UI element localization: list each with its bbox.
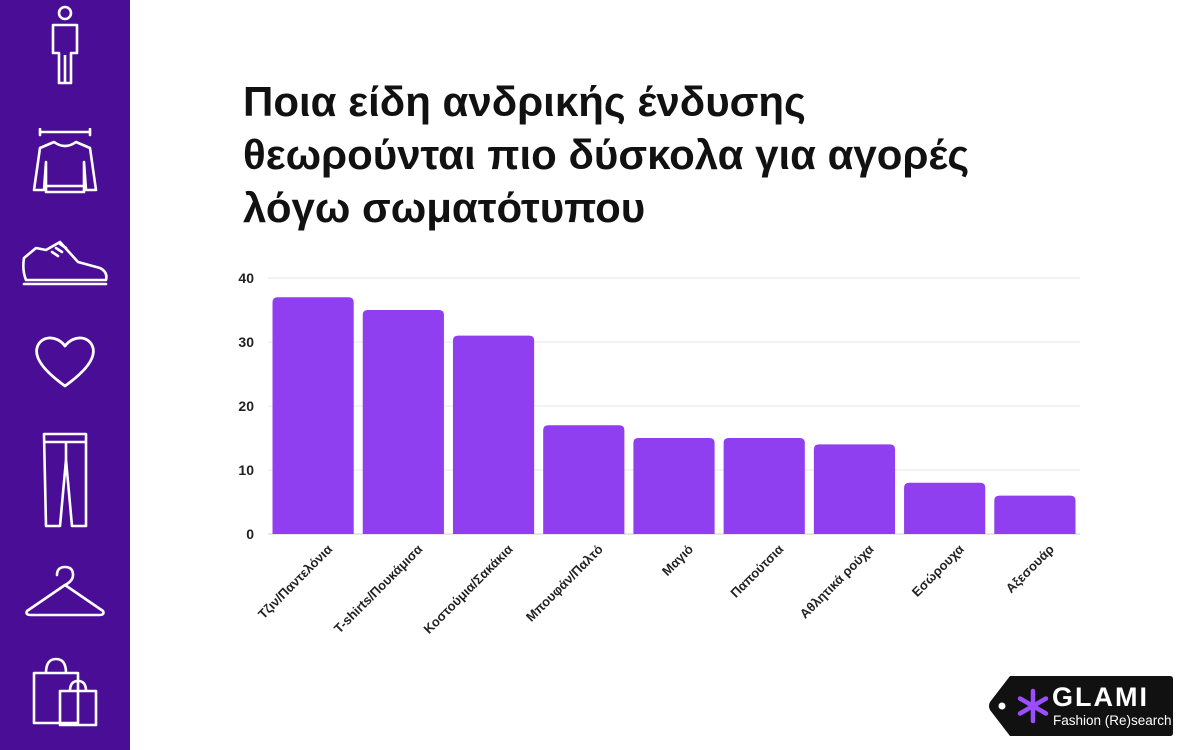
glami-logo-badge: GLAMI Fashion (Re)search (988, 676, 1173, 736)
bar (543, 425, 625, 534)
y-tick-label: 10 (238, 462, 254, 478)
x-tick-label: Μπουφάν/Παλτό (523, 541, 606, 624)
bar (633, 438, 715, 534)
shopping-bags-icon (0, 655, 130, 727)
chart-title-line-1: Ποια είδη ανδρικής ένδυσης (243, 78, 806, 125)
x-tick-label: Τζιν/Παντελόνια (255, 542, 335, 622)
heart-icon (0, 332, 130, 390)
tag-hole (998, 702, 1006, 710)
jeans-icon (0, 430, 130, 528)
hanger-icon (0, 565, 130, 619)
bar (272, 297, 354, 534)
person-icon (0, 5, 130, 85)
x-tick-label: Εσώρουχα (909, 542, 967, 600)
bar (362, 310, 444, 534)
bar (904, 482, 986, 534)
x-tick-label: Μαγιό (659, 541, 696, 578)
sweater-icon (0, 128, 130, 198)
bar (813, 444, 896, 534)
y-tick-label: 0 (246, 526, 254, 542)
y-tick-label: 20 (238, 398, 254, 414)
sneaker-icon (0, 238, 130, 290)
x-tick-label: Παπούτσια (727, 542, 786, 601)
bar (994, 495, 1076, 534)
chart-title: Ποια είδη ανδρικής ένδυσης θεωρούνται πι… (243, 75, 1143, 234)
chart-title-line-2: θεωρούνται πιο δύσκολα για αγορές (243, 131, 970, 178)
asterisk-icon (1017, 688, 1049, 724)
x-tick-label: Κοστούμια/Σακάκια (421, 542, 516, 637)
y-axis-ticks: 0 10 20 30 40 (238, 270, 254, 542)
logo-name: GLAMI (1052, 682, 1149, 712)
x-axis-ticks: Τζιν/ΠαντελόνιαT-shirts/ΠουκάμισαΚοστούμ… (255, 541, 1057, 636)
bar (723, 438, 805, 534)
x-tick-label: Αξεσουάρ (1003, 542, 1057, 596)
bar (452, 335, 535, 534)
x-tick-label: Αθλητικά ρούχα (797, 542, 877, 622)
bars (272, 297, 1076, 534)
sidebar (0, 0, 130, 750)
chart-title-line-3: λόγω σωματότυπου (243, 184, 646, 231)
y-tick-label: 30 (238, 334, 254, 350)
x-tick-label: T-shirts/Πουκάμισα (331, 542, 426, 637)
logo-tagline: Fashion (Re)search (1053, 713, 1172, 728)
y-tick-label: 40 (238, 270, 254, 286)
